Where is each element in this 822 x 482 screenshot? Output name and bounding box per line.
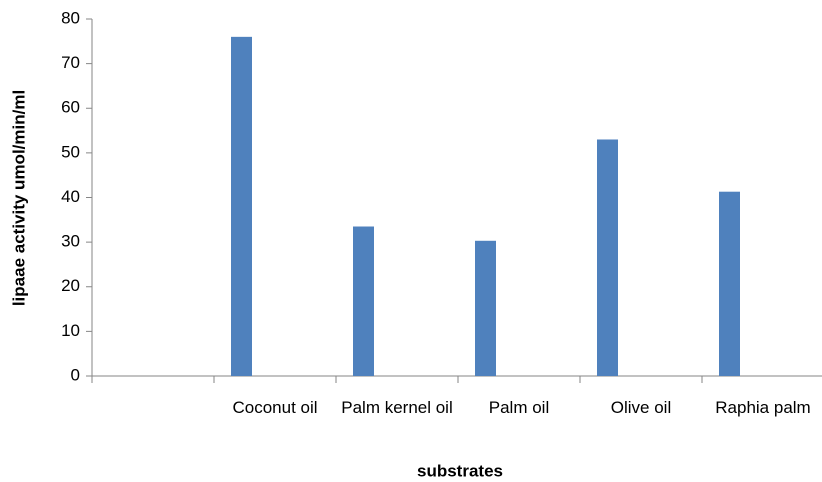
x-tick-label: Palm oil [488,398,550,417]
y-tick-label: 80 [61,8,80,27]
x-tick-label: Coconut oil [232,398,318,417]
x-tick-label: Raphia palm [715,398,811,417]
y-tick-label: 20 [61,276,80,295]
bar [353,226,374,376]
bar [719,191,740,376]
y-tick-label: 10 [61,321,80,340]
y-tick-label: 60 [61,98,80,117]
x-tick-label: Olive oil [610,398,672,417]
bar [475,240,496,376]
y-tick-label: 50 [61,142,80,161]
y-tick-label: 70 [61,53,80,72]
x-tick-label: Palm kernel oil [341,398,453,417]
y-tick-label: 30 [61,232,80,251]
y-tick-label: 0 [71,365,80,384]
bar [231,36,252,376]
x-axis-title: substrates [417,461,503,480]
y-tick-label: 40 [61,187,80,206]
y-axis-title: lipaae activity umol/min/ml [9,90,28,306]
bar [597,139,618,376]
